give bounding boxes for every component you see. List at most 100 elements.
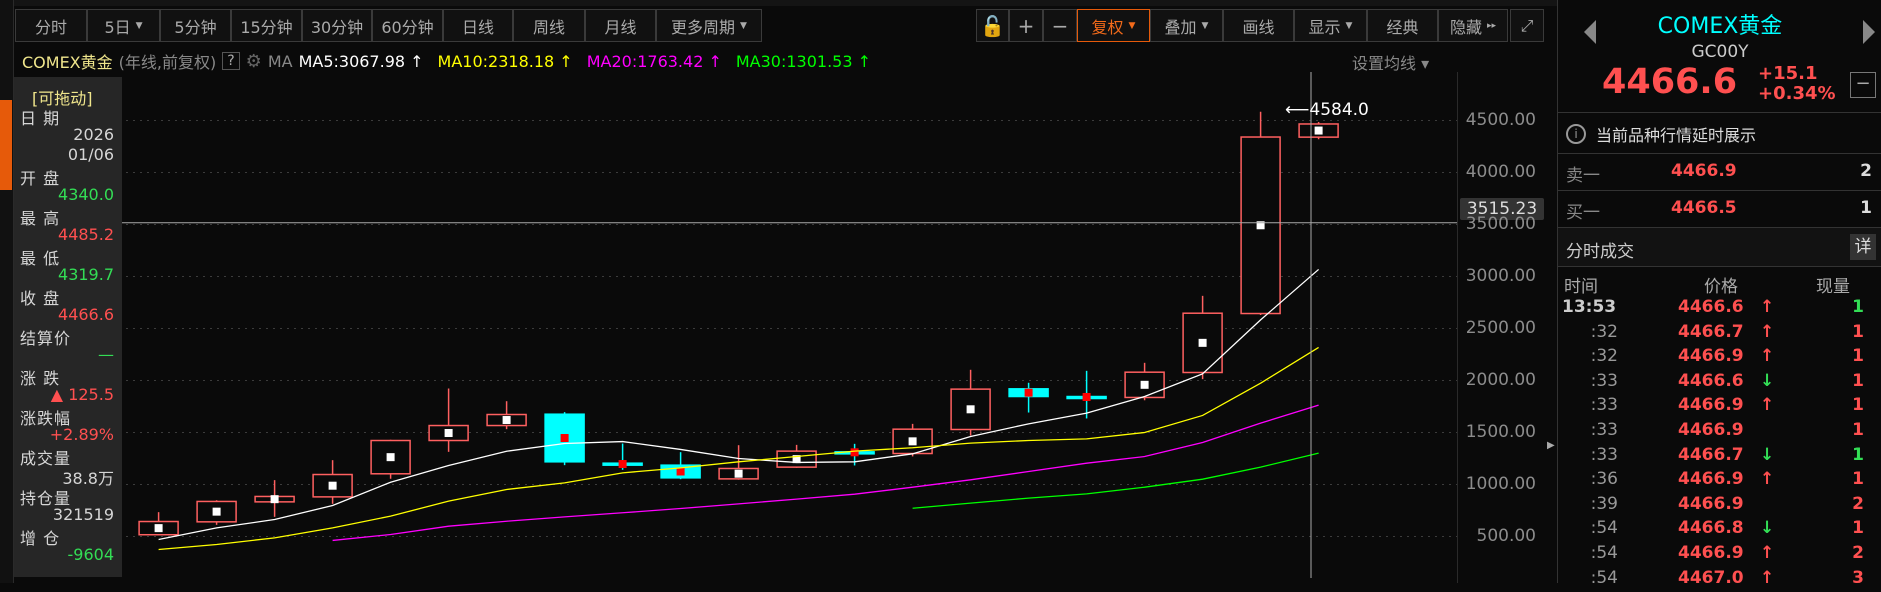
- zoom-in-button[interactable]: +: [1009, 9, 1043, 42]
- period-button[interactable]: 月线: [585, 9, 656, 42]
- info-value: 2026: [73, 125, 114, 144]
- tick-volume: 2: [1852, 543, 1864, 563]
- tool-button[interactable]: 叠加 ▼: [1150, 9, 1223, 42]
- ma-value: MA30:1301.53 ↑: [735, 51, 872, 71]
- info-panel[interactable]: [可拖动] 日 期 2026 01/06 开 盘 4340.0 最 高 4485.2 最 低 43…: [14, 77, 122, 577]
- period-button[interactable]: 60分钟: [372, 9, 443, 42]
- tick-row: :33 4466.9 ↑ 1: [1558, 395, 1881, 419]
- delay-notice: i 当前品种行情延时展示: [1566, 122, 1756, 146]
- drag-handle-label[interactable]: [可拖动]: [32, 89, 93, 108]
- tick-time: :33: [1590, 370, 1618, 391]
- divider: [1558, 266, 1881, 267]
- caret-down-icon: ▼: [135, 20, 143, 31]
- axis-separator: [1457, 72, 1458, 583]
- ask-row: 卖一 4466.9 2: [1558, 153, 1881, 189]
- period-button[interactable]: 分时: [15, 9, 87, 42]
- y-tick-label: 4000.00: [1465, 161, 1536, 182]
- period-button[interactable]: 5日 ▼: [87, 9, 160, 42]
- tool-label: 画线: [1242, 17, 1275, 37]
- tool-button[interactable]: 经典: [1367, 9, 1438, 42]
- ma5-line: [158, 268, 1320, 541]
- tick-time: :54: [1590, 567, 1618, 588]
- bid-volume: 1: [1860, 198, 1872, 218]
- tick-price: 4466.7: [1678, 444, 1744, 465]
- tick-row: :36 4466.9 ↑ 1: [1558, 469, 1881, 493]
- period-button[interactable]: 15分钟: [231, 9, 302, 42]
- period-button[interactable]: 日线: [443, 9, 513, 42]
- info-icon: i: [1566, 124, 1586, 144]
- tick-row: :33 4466.6 ↓ 1: [1558, 371, 1881, 395]
- divider: [1558, 153, 1881, 154]
- bid-row: 买一 4466.5 1: [1558, 190, 1881, 226]
- quote-panel: COMEX黄金 GC00Y 4466.6 +15.1 +0.34% − i 当前品…: [1557, 0, 1881, 588]
- ma-legend-bar: COMEX黄金 (年线,前复权) ? ⚙ MA MA5:3067.98 ↑ MA1…: [22, 50, 891, 73]
- top-border: [0, 0, 1881, 6]
- ask-label: 卖一: [1566, 166, 1600, 186]
- info-label: 日 期: [20, 109, 61, 128]
- tick-time: :32: [1590, 346, 1618, 367]
- tool-button[interactable]: 画线: [1223, 9, 1294, 42]
- tick-time: :33: [1590, 395, 1618, 416]
- candle-marker: [270, 495, 279, 504]
- tick-row: :54 4466.8 ↓ 1: [1558, 518, 1881, 542]
- sidebar-active-tab[interactable]: [0, 100, 12, 190]
- col-price: 价格: [1704, 277, 1738, 297]
- ticks-detail-button[interactable]: 详: [1850, 234, 1876, 260]
- fullscreen-icon[interactable]: ⤢: [1510, 9, 1544, 42]
- tick-volume: 1: [1852, 518, 1864, 539]
- ma-label: MA: [267, 51, 293, 71]
- tool-button[interactable]: 隐藏 ▸▸: [1438, 9, 1508, 42]
- set-ma-dropdown[interactable]: 设置均线 ▾: [1352, 54, 1430, 73]
- period-button[interactable]: 30分钟: [302, 9, 372, 42]
- lock-icon[interactable]: 🔓: [976, 9, 1009, 42]
- next-symbol-icon[interactable]: [1863, 20, 1875, 44]
- max-price-value: 4584.0: [1309, 100, 1369, 120]
- tick-row: :32 4466.7 ↑ 1: [1558, 322, 1881, 346]
- period-button[interactable]: 周线: [513, 9, 585, 42]
- tick-volume: 1: [1852, 469, 1864, 490]
- tool-button[interactable]: 显示 ▼: [1294, 9, 1367, 42]
- arrow-down-icon: ↓: [1760, 444, 1775, 465]
- period-label: 周线: [532, 17, 565, 37]
- minimize-button[interactable]: −: [1850, 72, 1876, 98]
- tick-price: 4466.7: [1678, 321, 1744, 342]
- arrow-up-icon: ↑: [1760, 321, 1775, 342]
- arrow-left-icon: ⟵: [1285, 100, 1310, 120]
- info-value: -9604: [67, 545, 115, 564]
- tick-price: 4466.6: [1678, 370, 1744, 391]
- tick-row: :32 4466.9 ↑ 1: [1558, 346, 1881, 370]
- candle-marker: [444, 429, 453, 438]
- tick-price: 4466.9: [1678, 469, 1744, 490]
- period-label: 更多周期: [671, 17, 736, 37]
- prev-symbol-icon[interactable]: [1584, 20, 1596, 44]
- tick-row: :54 4466.9 ↑ 2: [1558, 543, 1881, 567]
- period-button[interactable]: 更多周期 ▼: [656, 9, 762, 42]
- period-button[interactable]: 5分钟: [160, 9, 231, 42]
- tick-time: 13:53: [1562, 297, 1617, 317]
- change-value: +15.1: [1758, 63, 1818, 84]
- tick-row: :39 4466.9 2: [1558, 494, 1881, 518]
- period-label: 日线: [461, 17, 494, 37]
- gear-icon[interactable]: ⚙: [245, 50, 262, 72]
- candle-marker: [966, 405, 975, 414]
- info-label: 涨跌幅: [20, 409, 72, 428]
- zoom-out-button[interactable]: −: [1043, 9, 1077, 42]
- ask-price: 4466.9: [1671, 161, 1737, 181]
- tick-time: :54: [1590, 543, 1618, 563]
- tick-price: 4466.9: [1678, 493, 1744, 514]
- tick-price: 4466.9: [1678, 346, 1744, 367]
- tick-volume: 1: [1852, 346, 1864, 367]
- info-value: 4319.7: [58, 265, 114, 284]
- tick-time: :39: [1590, 493, 1618, 514]
- tick-price: 4466.8: [1678, 518, 1744, 539]
- tick-time: :54: [1590, 518, 1618, 539]
- tool-button[interactable]: 复权 ▼: [1077, 9, 1150, 42]
- candle-marker: [1082, 392, 1091, 401]
- period-label: 分时: [34, 17, 67, 37]
- help-button[interactable]: ?: [222, 52, 240, 70]
- ticks-header: 分时成交 详: [1558, 228, 1881, 266]
- arrow-up-icon: ↑: [1760, 543, 1775, 563]
- info-value: 01/06: [67, 145, 114, 164]
- collapse-handle[interactable]: ▶: [1547, 440, 1555, 451]
